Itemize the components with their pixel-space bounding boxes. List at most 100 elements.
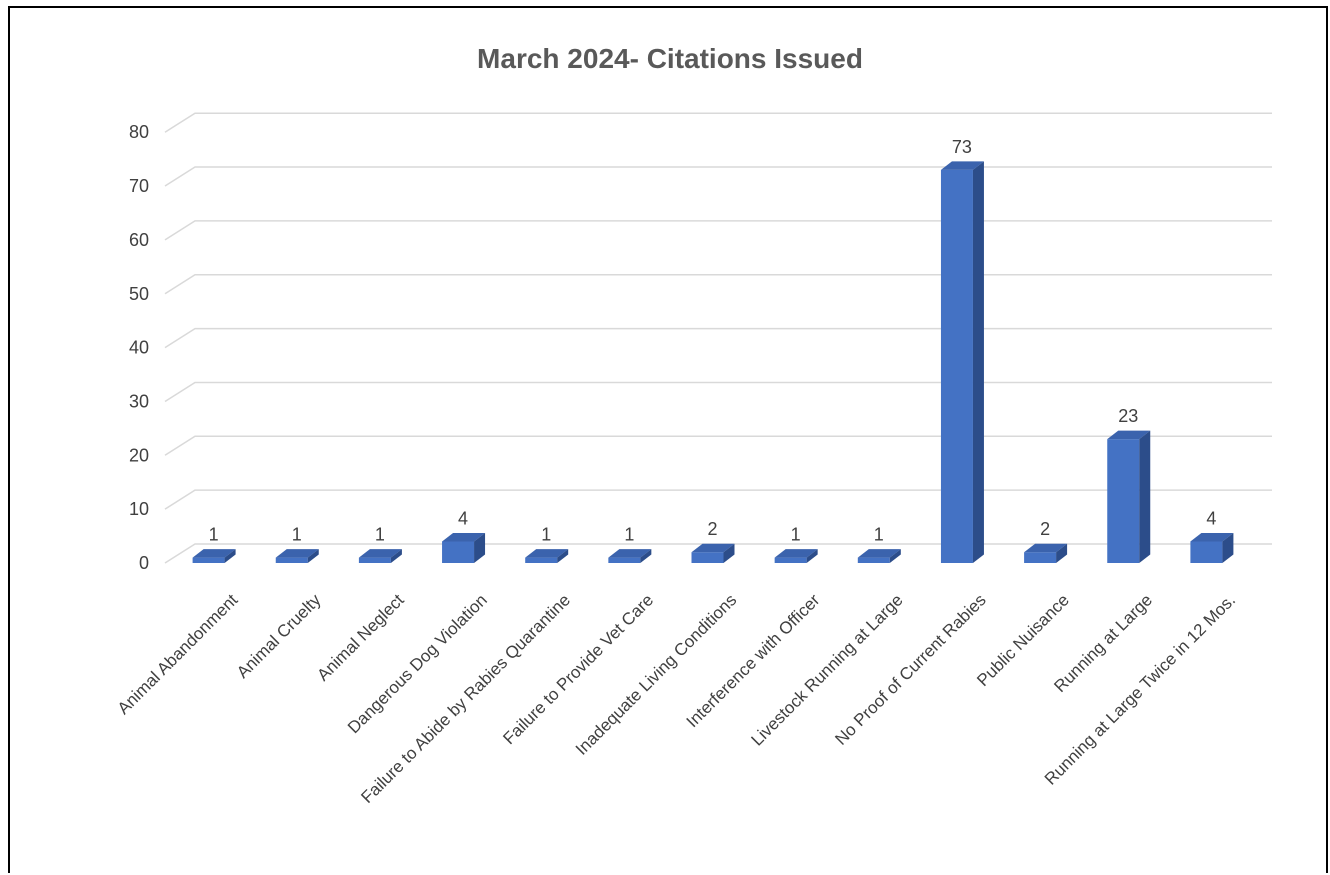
bar xyxy=(1024,543,1068,563)
gridline xyxy=(164,220,1272,241)
y-tick-label: 80 xyxy=(129,122,149,142)
bar-front xyxy=(525,557,558,563)
y-tick-label: 40 xyxy=(129,338,149,358)
bar xyxy=(358,549,402,563)
bar-front xyxy=(691,552,724,563)
bar-front xyxy=(1107,439,1140,563)
x-category-label: Animal Abandonment xyxy=(114,590,242,718)
x-category-label: Dangerous Dog Violation xyxy=(344,590,491,737)
gridline xyxy=(164,435,1272,456)
bar-top xyxy=(691,543,735,553)
bar xyxy=(608,549,652,563)
x-category-label: Inadequate Living Conditions xyxy=(572,590,740,758)
bar-side xyxy=(1056,543,1068,563)
y-axis-ticks: 0 10 20 30 40 50 60 70 80 xyxy=(129,122,149,573)
data-label: 2 xyxy=(707,519,717,539)
gridline xyxy=(164,489,1272,510)
bar-top xyxy=(1190,532,1234,542)
y-tick-label: 50 xyxy=(129,284,149,304)
bar-side xyxy=(557,549,569,563)
gridline xyxy=(164,381,1272,403)
x-category-label: Livestock Running at Large xyxy=(748,590,907,749)
data-label: 1 xyxy=(541,525,551,545)
bar xyxy=(857,549,901,563)
bar-front xyxy=(442,541,475,563)
bar xyxy=(1107,430,1151,563)
bar-side xyxy=(224,549,236,563)
bar-front xyxy=(857,557,890,563)
x-category-label: Failure to Provide Vet Care xyxy=(499,590,657,748)
y-tick-label: 20 xyxy=(129,445,149,465)
y-tick-label: 70 xyxy=(129,176,149,196)
bar-top xyxy=(358,549,402,558)
y-tick-label: 30 xyxy=(129,391,149,411)
bar-front xyxy=(1190,541,1223,563)
data-label: 1 xyxy=(791,525,801,545)
bar-front xyxy=(192,557,225,563)
bar-side xyxy=(1139,430,1151,563)
bar-front xyxy=(608,557,641,563)
bar-top xyxy=(442,532,486,542)
bar-side xyxy=(474,532,486,563)
bar-top xyxy=(774,549,818,558)
y-tick-label: 60 xyxy=(129,230,149,250)
gridline xyxy=(164,327,1272,349)
bar-top xyxy=(940,161,984,170)
bar-side xyxy=(1222,532,1234,563)
bar-top xyxy=(192,549,236,558)
chart-title: March 2024- Citations Issued xyxy=(477,43,863,74)
bar xyxy=(774,549,818,563)
gridlines xyxy=(164,112,1272,564)
bar-front xyxy=(275,557,308,563)
x-category-label: Animal Neglect xyxy=(313,590,407,684)
data-label: 1 xyxy=(209,525,219,545)
bar xyxy=(442,532,486,563)
bar-side xyxy=(640,549,652,563)
bar-side xyxy=(972,161,984,563)
bar xyxy=(940,161,984,563)
bar-side xyxy=(307,549,319,563)
bar-front xyxy=(1024,552,1057,563)
y-tick-label: 0 xyxy=(139,553,149,573)
bar-top xyxy=(857,549,901,558)
gridline xyxy=(164,543,1272,564)
data-label: 23 xyxy=(1118,406,1138,426)
bar-chart: March 2024- Citations Issued 0 10 20 30 40 50… xyxy=(114,43,1272,807)
bar-front xyxy=(358,557,391,563)
bar-top xyxy=(1024,543,1068,553)
bar-side xyxy=(806,549,818,563)
gridline xyxy=(164,112,1272,133)
data-label: 1 xyxy=(624,525,634,545)
gridline xyxy=(164,166,1272,187)
data-label: 4 xyxy=(1206,508,1216,528)
x-category-label: No Proof of Current Rabies xyxy=(831,590,989,748)
data-label: 73 xyxy=(952,137,972,157)
x-category-label: Animal Cruelty xyxy=(233,590,325,682)
chart-frame: March 2024- Citations Issued 0 10 20 30 40 50… xyxy=(8,6,1328,873)
bar-top xyxy=(525,549,569,558)
bar xyxy=(691,543,735,563)
bar-front xyxy=(940,169,973,563)
bars xyxy=(192,161,1234,563)
bar-top xyxy=(608,549,652,558)
bar-front xyxy=(774,557,807,563)
bar-top xyxy=(275,549,319,558)
bar xyxy=(1190,532,1234,563)
data-label: 2 xyxy=(1040,519,1050,539)
bar-side xyxy=(723,543,735,563)
x-category-label: Running at Large Twice in 12 Mos. xyxy=(1041,590,1239,788)
gridline xyxy=(164,274,1272,295)
bar xyxy=(525,549,569,563)
bar-side xyxy=(889,549,901,563)
bar-top xyxy=(1107,430,1151,440)
data-label: 1 xyxy=(874,525,884,545)
data-label: 1 xyxy=(375,525,385,545)
x-category-label: Interference with Officer xyxy=(683,590,824,731)
y-tick-label: 10 xyxy=(129,499,149,519)
bar xyxy=(192,549,236,563)
data-label: 1 xyxy=(292,525,302,545)
bar-side xyxy=(390,549,402,563)
data-label: 4 xyxy=(458,508,468,528)
bar xyxy=(275,549,319,563)
